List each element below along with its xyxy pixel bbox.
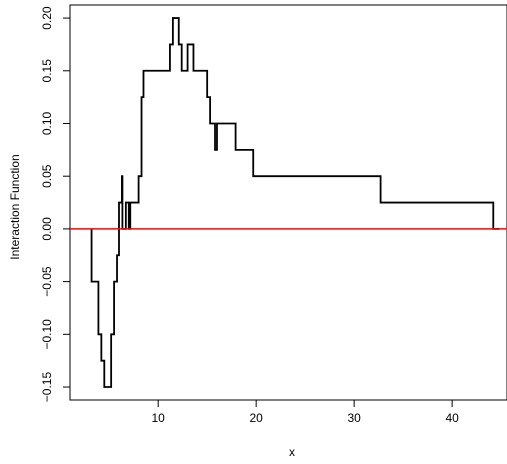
- x-tick-label: 30: [347, 411, 361, 425]
- x-tick-label: 10: [152, 411, 166, 425]
- y-tick-label: −0.10: [40, 319, 54, 350]
- y-tick-label: 0.00: [40, 217, 54, 241]
- x-axis: 10 20 30 40: [152, 399, 459, 425]
- x-tick-label: 20: [249, 411, 263, 425]
- plot-area: [70, 17, 507, 388]
- y-axis: −0.15 −0.10 −0.05 0.00 0.05 0.10 0.15 0.20: [40, 6, 71, 403]
- y-tick-label: 0.10: [40, 111, 54, 135]
- y-tick-label: −0.05: [40, 266, 54, 297]
- y-axis-label: Interaction Function: [8, 154, 22, 259]
- x-axis-label: x: [289, 445, 295, 459]
- y-tick-label: 0.20: [40, 6, 54, 30]
- interaction-step-series: [90, 17, 500, 388]
- y-tick-label: 0.05: [40, 164, 54, 188]
- y-tick-label: −0.15: [40, 372, 54, 403]
- x-tick-label: 40: [445, 411, 459, 425]
- y-tick-label: 0.15: [40, 59, 54, 83]
